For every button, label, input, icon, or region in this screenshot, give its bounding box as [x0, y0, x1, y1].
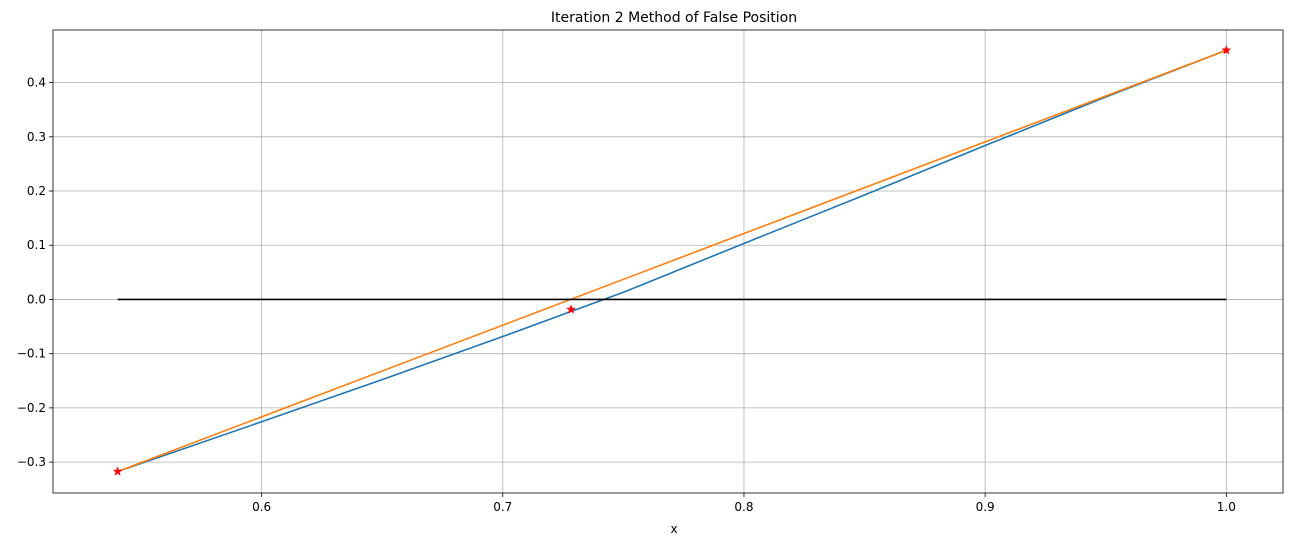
y-tick-label: 0.0 [27, 292, 46, 306]
x-tick-label: 0.6 [252, 500, 271, 514]
x-tick-label: 0.7 [493, 500, 512, 514]
y-tick-label: −0.3 [17, 455, 46, 469]
y-tick-label: −0.1 [17, 347, 46, 361]
x-tick-label: 0.9 [976, 500, 995, 514]
star-point [566, 304, 577, 314]
y-axis: −0.3 −0.2 −0.1 0.0 0.1 0.2 0.3 0.4 [17, 76, 53, 469]
chart-title: Iteration 2 Method of False Position [551, 10, 797, 26]
plot-frame [52, 29, 1284, 494]
y-tick-label: 0.4 [27, 76, 46, 90]
series-line-1 [117, 49, 1227, 473]
series-layer [117, 49, 1227, 473]
y-tick-label: 0.2 [27, 184, 46, 198]
y-tick-label: −0.2 [17, 401, 46, 415]
y-tick-label: 0.1 [27, 238, 46, 252]
points-layer [112, 45, 1232, 476]
star-point [1221, 45, 1232, 55]
series-line-2 [117, 49, 1227, 473]
x-tick-label: 0.8 [734, 500, 753, 514]
x-axis: 0.6 0.7 0.8 0.9 1.0 [252, 493, 1236, 514]
x-tick-label: 1.0 [1217, 500, 1236, 514]
x-axis-label: x [670, 522, 677, 536]
star-point [112, 466, 123, 476]
y-tick-label: 0.3 [27, 130, 46, 144]
